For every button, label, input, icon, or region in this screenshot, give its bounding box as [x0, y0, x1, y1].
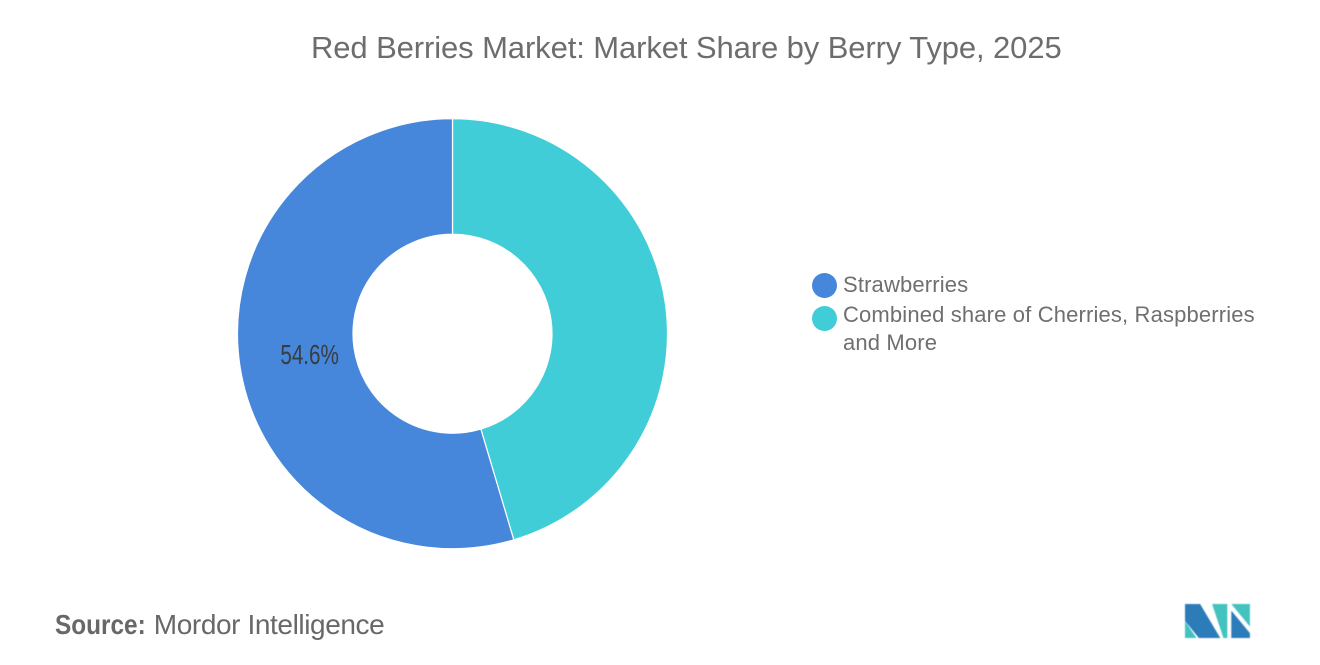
svg-text:54.6%: 54.6%	[280, 339, 339, 370]
